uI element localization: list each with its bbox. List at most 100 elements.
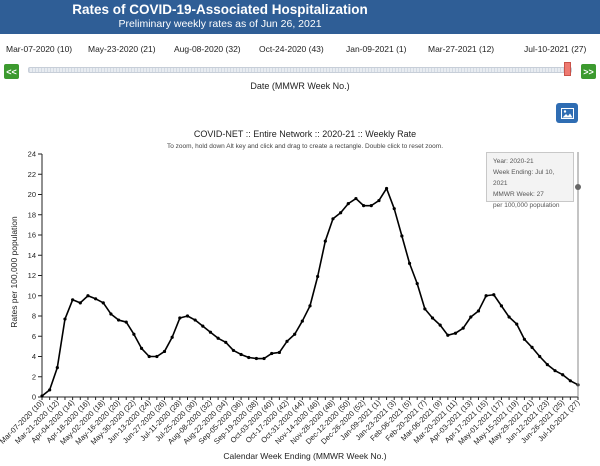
previous-week-button[interactable]: <<: [4, 64, 19, 79]
data-point[interactable]: [362, 204, 366, 208]
header-bar: Rates of COVID-19-Associated Hospitaliza…: [0, 0, 600, 34]
data-point[interactable]: [155, 354, 159, 359]
data-point[interactable]: [208, 330, 213, 334]
slider-label: Aug-08-2020 (32): [174, 44, 241, 54]
data-point[interactable]: [446, 333, 450, 337]
y-tick-label: 22: [28, 170, 36, 179]
data-point[interactable]: [507, 315, 511, 319]
date-slider-handle[interactable]: [564, 62, 571, 76]
data-point[interactable]: [339, 211, 343, 215]
data-point[interactable]: [469, 315, 473, 319]
data-point[interactable]: [40, 394, 44, 398]
data-point[interactable]: [499, 304, 504, 308]
data-point[interactable]: [377, 198, 381, 203]
data-point[interactable]: [476, 309, 481, 313]
slider-label: Mar-27-2021 (12): [428, 44, 495, 54]
data-point[interactable]: [430, 316, 435, 320]
data-point[interactable]: [553, 369, 557, 373]
next-week-button[interactable]: >>: [581, 64, 596, 79]
data-point[interactable]: [71, 298, 75, 302]
data-point[interactable]: [423, 307, 427, 311]
x-axis-title: Calendar Week Ending (MMWR Week No.): [223, 451, 386, 461]
data-point[interactable]: [561, 373, 565, 377]
data-point[interactable]: [323, 239, 327, 243]
data-point[interactable]: [316, 274, 320, 279]
y-axis-title: Rates per 100,000 population: [9, 216, 19, 328]
data-point[interactable]: [109, 312, 113, 316]
data-point[interactable]: [392, 207, 396, 211]
data-point[interactable]: [270, 351, 274, 356]
tooltip-per: per 100,000 population: [493, 202, 560, 209]
data-point[interactable]: [262, 356, 266, 361]
data-point[interactable]: [568, 379, 572, 383]
data-point[interactable]: [224, 340, 228, 344]
data-point[interactable]: [530, 345, 534, 349]
data-point[interactable]: [185, 314, 190, 318]
data-point[interactable]: [293, 332, 297, 336]
data-point[interactable]: [63, 317, 67, 321]
data-point[interactable]: [239, 352, 243, 357]
data-point[interactable]: [48, 388, 52, 392]
data-point[interactable]: [400, 234, 404, 238]
data-point[interactable]: [407, 261, 412, 265]
data-point[interactable]: [124, 320, 128, 324]
data-point[interactable]: [162, 349, 167, 354]
data-point[interactable]: [247, 355, 251, 360]
image-icon: [560, 107, 574, 119]
data-point[interactable]: [101, 301, 105, 305]
hover-marker: [575, 184, 581, 190]
y-tick-label: 6: [32, 332, 36, 341]
data-point[interactable]: [116, 318, 121, 322]
chart-title: COVID-NET :: Entire Network :: 2020-21 :…: [194, 129, 416, 139]
data-point[interactable]: [170, 335, 174, 339]
data-point[interactable]: [147, 354, 151, 359]
data-point[interactable]: [201, 324, 205, 328]
data-point[interactable]: [515, 322, 519, 326]
tooltip-mmwr-week: MMWR Week: 27: [493, 191, 544, 198]
slider-label: Jul-10-2021 (27): [524, 44, 587, 54]
data-point[interactable]: [231, 348, 236, 353]
data-point[interactable]: [285, 339, 289, 343]
y-tick-label: 18: [28, 210, 36, 219]
data-point[interactable]: [415, 282, 419, 286]
data-point[interactable]: [78, 301, 82, 305]
chart-tooltip: Year: 2020-21 Week Ending: Jul 10, 2021 …: [486, 152, 574, 209]
data-point[interactable]: [492, 293, 496, 297]
data-point[interactable]: [538, 354, 542, 359]
y-tick-label: 10: [28, 291, 36, 300]
download-image-button[interactable]: [556, 103, 578, 123]
data-point[interactable]: [354, 196, 358, 201]
data-point[interactable]: [139, 346, 144, 350]
y-tick-label: 20: [28, 190, 36, 199]
data-point[interactable]: [277, 350, 281, 355]
data-point[interactable]: [453, 331, 458, 335]
data-point[interactable]: [254, 356, 258, 361]
slider-label: Jan-09-2021 (1): [346, 44, 407, 54]
slider-label: Oct-24-2020 (43): [259, 44, 324, 54]
data-point[interactable]: [86, 294, 90, 298]
data-point[interactable]: [545, 363, 549, 367]
y-tick-label: 16: [28, 231, 36, 240]
data-point[interactable]: [484, 294, 488, 298]
data-point[interactable]: [216, 336, 220, 340]
data-point[interactable]: [331, 217, 335, 221]
data-point[interactable]: [193, 318, 197, 322]
data-point[interactable]: [132, 332, 136, 336]
data-point[interactable]: [308, 304, 312, 308]
data-point[interactable]: [346, 202, 350, 206]
data-point[interactable]: [55, 366, 59, 370]
data-point[interactable]: [178, 316, 182, 320]
y-tick-label: 4: [32, 352, 36, 361]
date-slider-labels: Mar-07-2020 (10) May-23-2020 (21) Aug-08…: [0, 44, 600, 58]
data-point[interactable]: [522, 337, 527, 341]
date-slider-axis-label: Date (MMWR Week No.): [250, 81, 350, 91]
data-point[interactable]: [438, 323, 442, 327]
data-point[interactable]: [461, 326, 465, 330]
data-point[interactable]: [369, 204, 373, 208]
data-point[interactable]: [300, 319, 304, 323]
data-point[interactable]: [94, 297, 98, 301]
data-point[interactable]: [384, 186, 389, 191]
date-slider-track[interactable]: [28, 67, 572, 73]
